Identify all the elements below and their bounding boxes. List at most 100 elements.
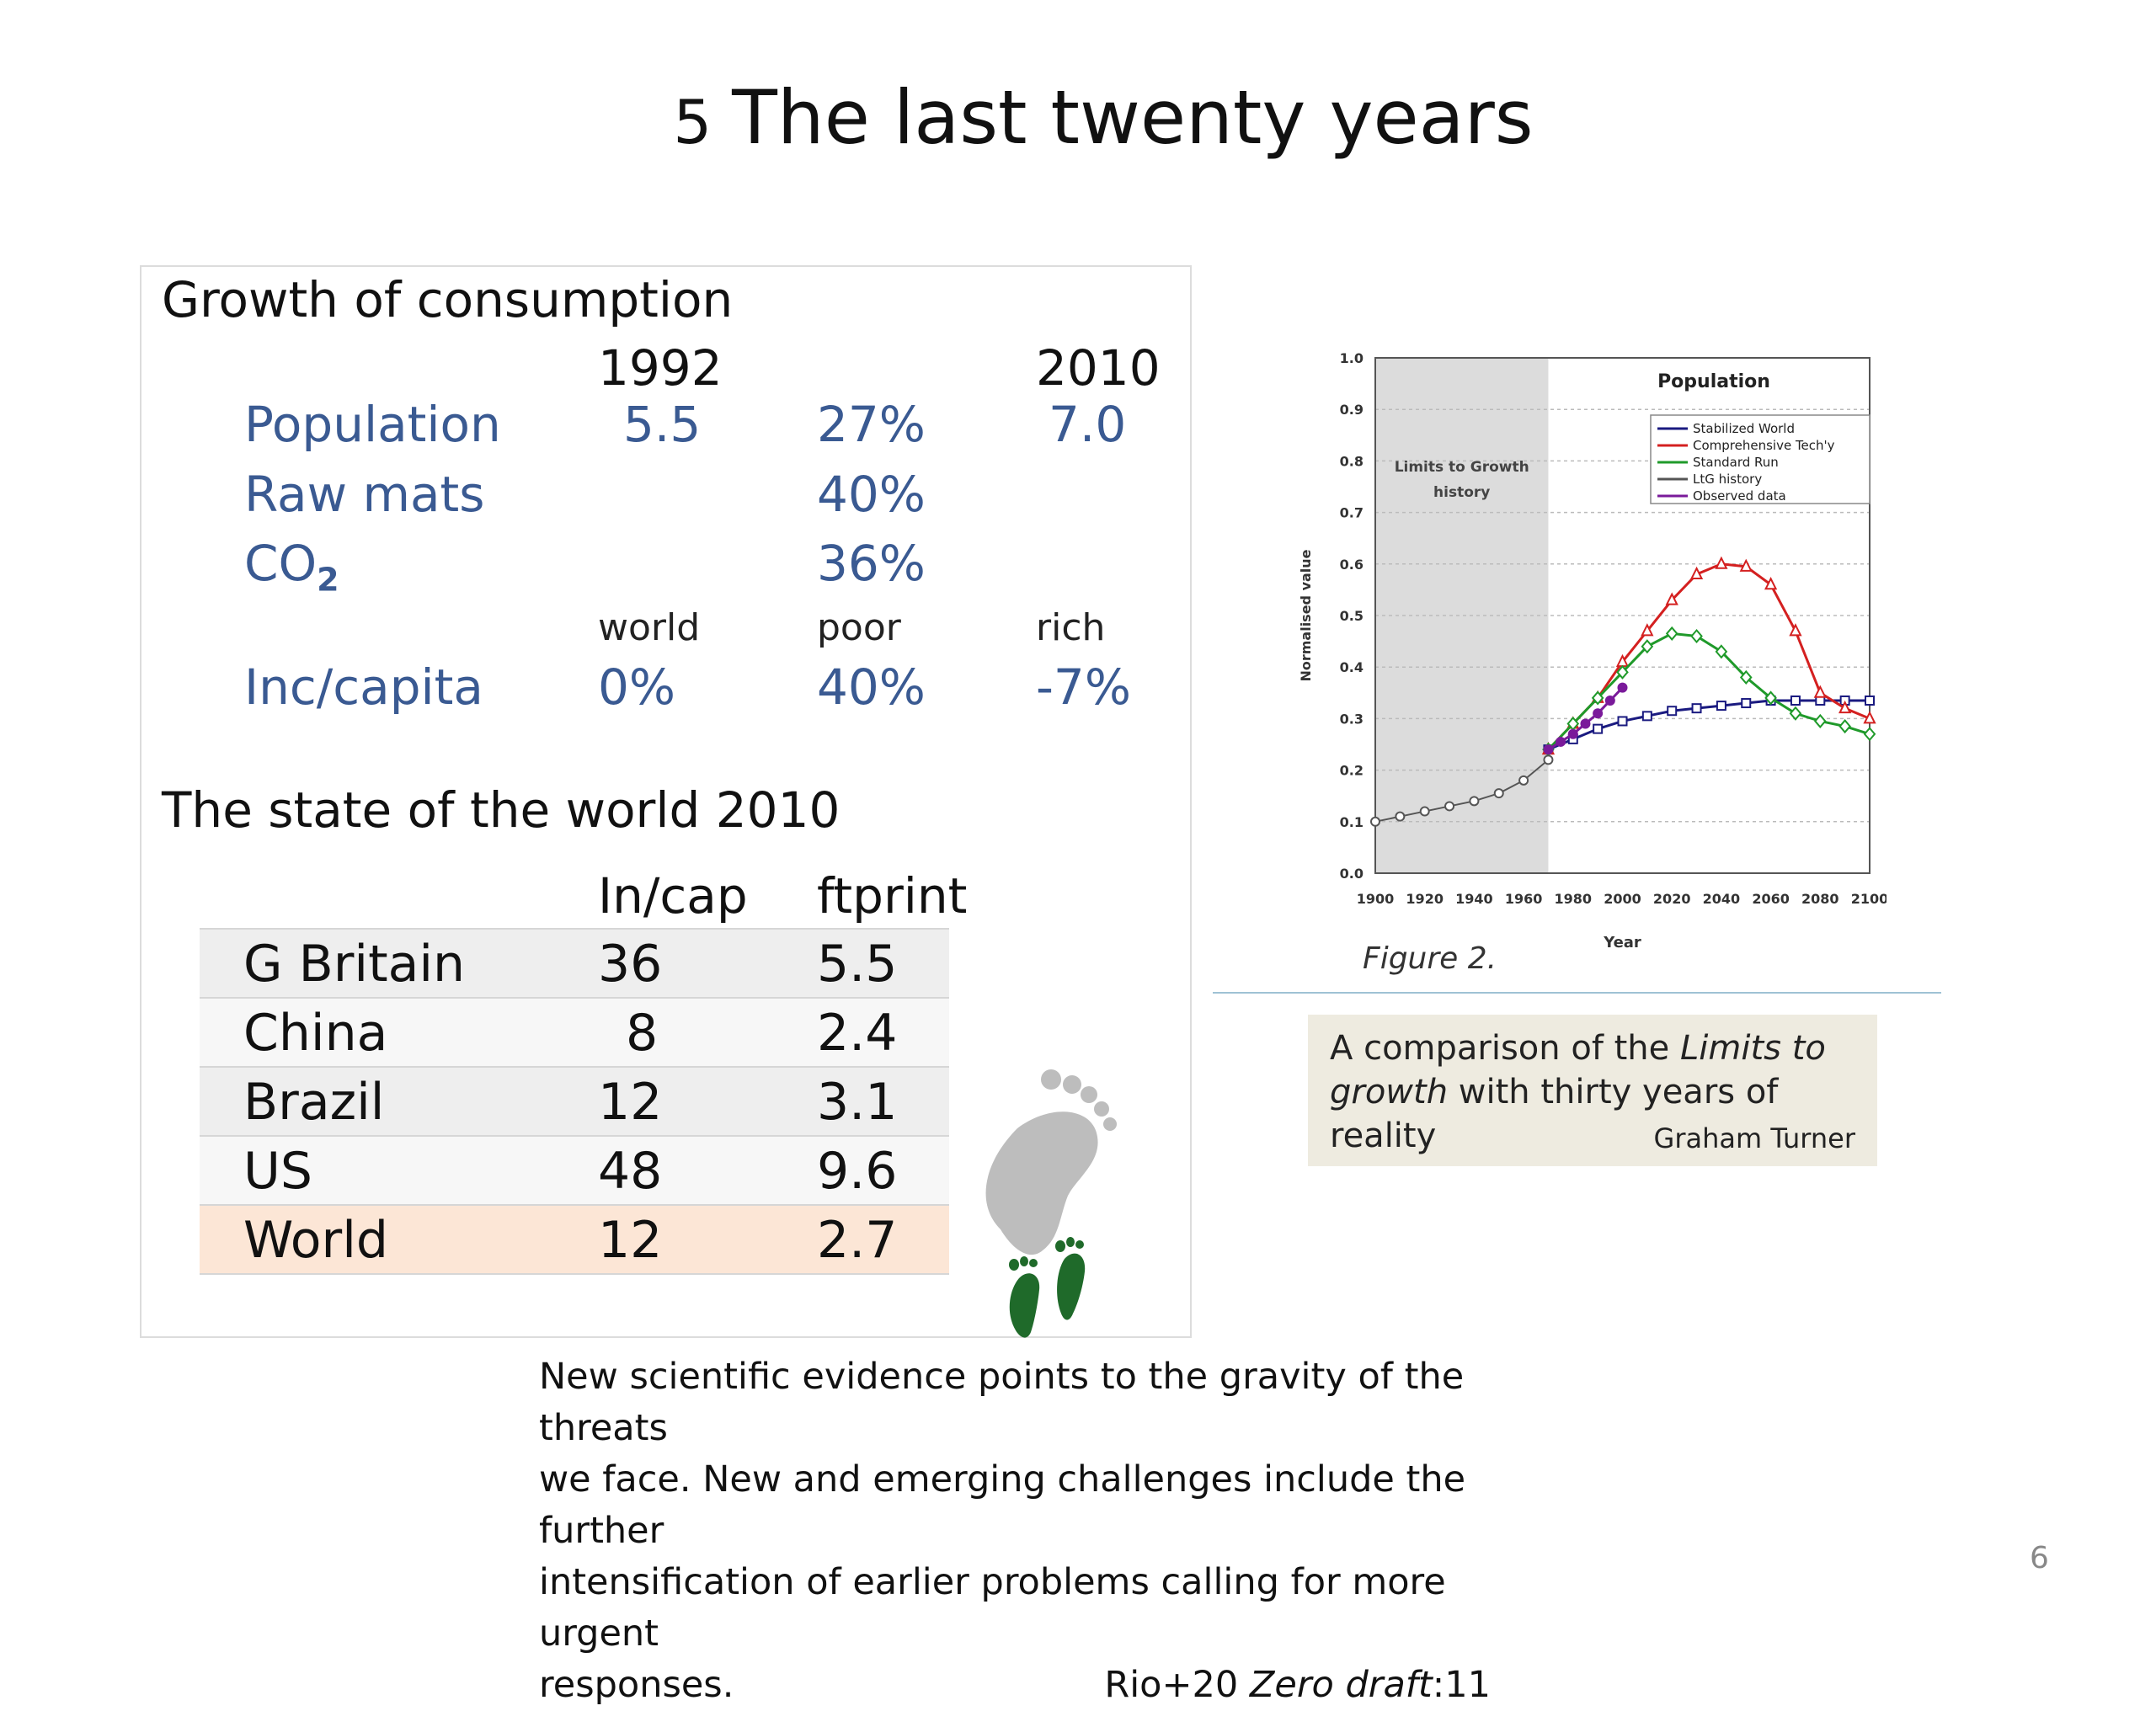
caption-text: A comparison of the Limits to growth wit… (1330, 1026, 1877, 1158)
x-tick-label: 1960 (1505, 891, 1543, 907)
y-tick-label: 0.9 (1340, 402, 1364, 418)
slide-title-text: The last twenty years (732, 74, 1534, 161)
x-tick-label: 2080 (1801, 891, 1839, 907)
x-tick-label: 1980 (1555, 891, 1593, 907)
y-tick-label: 0.3 (1340, 711, 1364, 727)
state-of-world-heading: The state of the world 2010 (162, 781, 841, 839)
data-point (1863, 711, 1876, 724)
data-point (1641, 711, 1652, 722)
data-point (1863, 727, 1876, 742)
x-tick-label: 2000 (1604, 891, 1641, 907)
subheader-rich: rich (1036, 606, 1106, 649)
data-point (1395, 811, 1406, 822)
country-cell: Brazil (243, 1073, 385, 1132)
caption-italic: growth (1330, 1073, 1449, 1111)
x-tick-label: 2100 (1851, 891, 1886, 907)
y-tick-label: 0.1 (1340, 814, 1364, 830)
shaded-region-label: history (1433, 484, 1490, 501)
x-tick-label: 2020 (1653, 891, 1691, 907)
ftprint-cell: 2.7 (817, 1211, 898, 1270)
col-1992: 1992 (598, 339, 723, 397)
incap-cell: 8 (626, 1004, 659, 1063)
quote-block: New scientific evidence points to the gr… (539, 1351, 1550, 1711)
data-point (1789, 623, 1802, 637)
inc-capita-label: Inc/capita (244, 658, 483, 716)
data-point (1790, 695, 1801, 706)
quote-last-line: responses. Rio+20 Zero draft:11 (539, 1660, 1550, 1711)
co2-subscript: 2 (317, 561, 339, 599)
ftprint-cell: 3.1 (817, 1073, 898, 1132)
data-point (1591, 690, 1604, 706)
figure-label: Figure 2. (1363, 941, 1497, 976)
x-tick-label: 2040 (1703, 891, 1741, 907)
data-point (1739, 558, 1753, 572)
data-point (1838, 719, 1851, 734)
plot-frame (1374, 357, 1870, 874)
y-tick-label: 0.8 (1340, 453, 1364, 469)
y-tick-label: 0.0 (1340, 866, 1364, 882)
caption-box: A comparison of the Limits to growth wit… (1308, 1015, 1877, 1166)
table-row: China 8 2.4 (200, 997, 949, 1066)
quote-line: we face. New and emerging challenges inc… (539, 1458, 1466, 1552)
co2-pct: 36% (817, 535, 926, 592)
data-point (1543, 744, 1554, 755)
data-point (1689, 566, 1704, 580)
x-tick-label: 1920 (1406, 891, 1444, 907)
data-point (1419, 806, 1430, 817)
y-tick-label: 0.4 (1340, 659, 1364, 675)
table-row: US 48 9.6 (200, 1135, 949, 1204)
shaded-history-region (1375, 358, 1549, 873)
inc-capita-rich: -7% (1036, 658, 1131, 716)
legend-entry: Standard Run (1693, 455, 1779, 470)
col-2010: 2010 (1036, 339, 1161, 397)
data-point (1667, 706, 1678, 717)
country-cell: World (243, 1211, 388, 1270)
table-row-highlighted: World 12 2.7 (200, 1204, 949, 1275)
y-axis-label: Normalised value (1298, 549, 1314, 681)
caption-part: A comparison of the (1330, 1029, 1680, 1068)
data-point (1518, 775, 1529, 786)
slide-title: 5 The last twenty years (0, 74, 2156, 161)
x-tick-label: 1940 (1455, 891, 1493, 907)
data-point (1813, 685, 1827, 698)
quote-line: intensification of earlier problems call… (539, 1561, 1446, 1655)
table-row: Brazil 12 3.1 (200, 1066, 949, 1135)
quote-line: New scientific evidence points to the gr… (539, 1356, 1465, 1449)
chart-title: Population (1657, 371, 1770, 392)
data-point (1838, 700, 1852, 714)
data-point (1691, 703, 1702, 714)
data-point (1865, 695, 1875, 706)
co2-label: CO2 (244, 535, 339, 599)
data-point (1813, 713, 1827, 728)
grey-footprint-icon (985, 1069, 1117, 1255)
subheader-poor: poor (817, 606, 901, 649)
quote-source-italic: Zero draft (1249, 1664, 1433, 1706)
data-point (1764, 690, 1777, 706)
data-point (1567, 728, 1578, 739)
population-chart: 0.0 0.1 0.2 0.3 0.4 0.5 0.6 0.7 0.8 0.9 1.0 1900 192… (1298, 350, 1886, 951)
data-point (1716, 701, 1726, 712)
legend-entry: Observed data (1693, 488, 1786, 504)
incap-cell: 12 (598, 1073, 663, 1132)
data-point (1617, 682, 1628, 693)
data-point (1593, 708, 1604, 719)
data-point (1789, 706, 1802, 721)
subheader-world: world (598, 606, 701, 649)
raw-mats-label: Raw mats (244, 466, 485, 523)
data-point (1641, 639, 1654, 654)
ftprint-cell: 2.4 (817, 1004, 898, 1063)
inc-capita-poor: 40% (817, 658, 926, 716)
data-point (1556, 736, 1566, 747)
col-incap-header: In/cap (598, 867, 748, 925)
ftprint-cell: 9.6 (817, 1142, 898, 1201)
data-point (1616, 664, 1629, 680)
data-point (1493, 788, 1504, 799)
population-1992: 5.5 (623, 396, 702, 453)
caption-part: with thirty years of reality (1330, 1073, 1779, 1155)
green-footprints-icon (1009, 1237, 1086, 1338)
page-number: 6 (2030, 1541, 2049, 1575)
y-tick-label: 0.5 (1340, 608, 1364, 624)
col-ftprint-header: ftprint (817, 867, 968, 925)
y-tick-label: 0.2 (1340, 763, 1364, 779)
country-cell: US (243, 1142, 313, 1201)
